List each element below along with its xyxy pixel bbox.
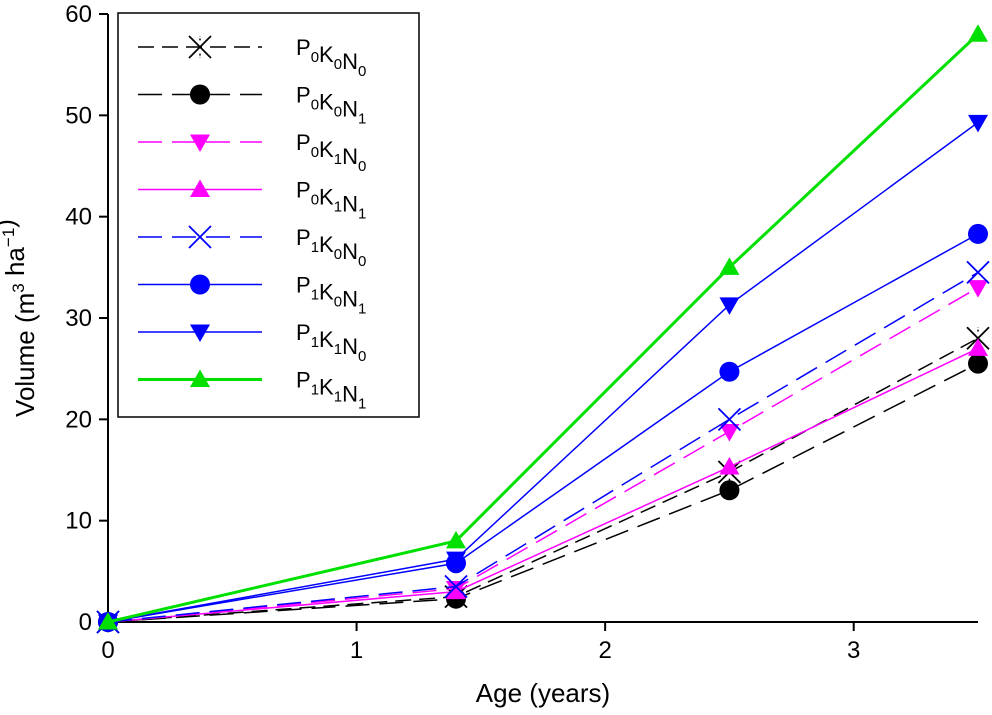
data-point xyxy=(446,530,466,549)
legend-label: P1K0N0 xyxy=(296,225,366,270)
legend-label: P1K1N1 xyxy=(296,368,366,413)
data-point xyxy=(446,551,466,570)
data-point xyxy=(719,361,740,382)
y-tick-label: 10 xyxy=(65,508,92,535)
series-P1K0N0 xyxy=(96,260,990,634)
x-ticks: 0 1 2 3 xyxy=(101,622,860,664)
legend-label: P1K1N0 xyxy=(296,320,366,365)
y-tick-label: 20 xyxy=(65,406,92,433)
data-point xyxy=(968,114,988,133)
legend-label: P1K0N1 xyxy=(296,273,366,318)
x-tick-label: 3 xyxy=(847,637,860,664)
series-line xyxy=(107,347,979,623)
data-point xyxy=(719,423,740,442)
legend-item-P0K1N0: P0K1N0 xyxy=(138,130,366,175)
data-point xyxy=(719,480,740,501)
legend-label: P0K1N0 xyxy=(296,130,366,175)
legend-item-P0K0N0: P0K0N0 xyxy=(138,35,366,80)
data-point xyxy=(968,338,988,356)
legend-marker xyxy=(190,274,210,295)
series-line xyxy=(107,271,979,623)
series-line xyxy=(107,337,979,623)
data-point xyxy=(719,257,740,275)
y-tick-label: 60 xyxy=(65,1,92,28)
data-point xyxy=(719,456,740,475)
legend-marker xyxy=(190,179,210,197)
y-tick-label: 40 xyxy=(65,204,92,231)
y-tick-label: 50 xyxy=(65,102,92,129)
legend-item-P1K0N1: P1K0N1 xyxy=(138,273,366,318)
legend-box xyxy=(117,12,420,418)
data-point xyxy=(968,24,988,42)
data-point xyxy=(966,326,990,350)
legend-label: P0K0N0 xyxy=(296,35,366,80)
series-P1K1N0 xyxy=(98,114,988,632)
legend-marker xyxy=(190,369,210,387)
series-line xyxy=(107,286,979,623)
x-tick-label: 0 xyxy=(101,637,114,664)
legend-item-P0K0N1: P0K0N1 xyxy=(138,83,366,128)
legend-item-P1K1N1: P1K1N1 xyxy=(138,368,366,413)
legend-item-P0K1N1: P0K1N1 xyxy=(138,178,366,223)
y-axis-title: Volume (m3 ha−1) xyxy=(0,219,40,417)
data-point xyxy=(968,353,988,374)
legend-item-P1K0N0: P1K0N0 xyxy=(138,225,366,270)
legend-label: P0K1N1 xyxy=(296,178,366,223)
data-point xyxy=(968,280,988,298)
legend-marker xyxy=(188,225,212,249)
legend-marker xyxy=(190,324,210,342)
legend-marker xyxy=(190,84,210,105)
series-line xyxy=(107,121,979,623)
data-point xyxy=(719,297,740,315)
y-tick-label: 0 xyxy=(79,609,92,636)
legend-label: P0K0N1 xyxy=(296,83,366,128)
series-line xyxy=(107,233,979,623)
series-layer xyxy=(96,24,990,634)
legend-item-P1K1N0: P1K1N0 xyxy=(138,320,366,365)
y-ticks: 0 10 20 30 40 50 60 xyxy=(65,1,108,636)
x-axis-title: Age (years) xyxy=(476,678,610,708)
series-P1K1N1 xyxy=(98,24,988,630)
legend-marker xyxy=(190,134,210,152)
x-tick-label: 1 xyxy=(350,637,363,664)
data-point xyxy=(98,612,118,630)
y-tick-label: 30 xyxy=(65,305,92,332)
data-point xyxy=(966,260,990,285)
series-line xyxy=(107,33,980,624)
x-tick-label: 2 xyxy=(598,637,611,664)
data-point xyxy=(446,581,466,600)
data-point xyxy=(717,407,742,431)
data-point xyxy=(968,223,988,244)
data-point xyxy=(444,574,468,599)
legend: P0K0N0P0K0N1P0K1N0P0K1N1P1K0N0P1K0N1P1K1… xyxy=(117,12,420,418)
legend-marker xyxy=(188,35,212,59)
series-line xyxy=(107,362,979,623)
